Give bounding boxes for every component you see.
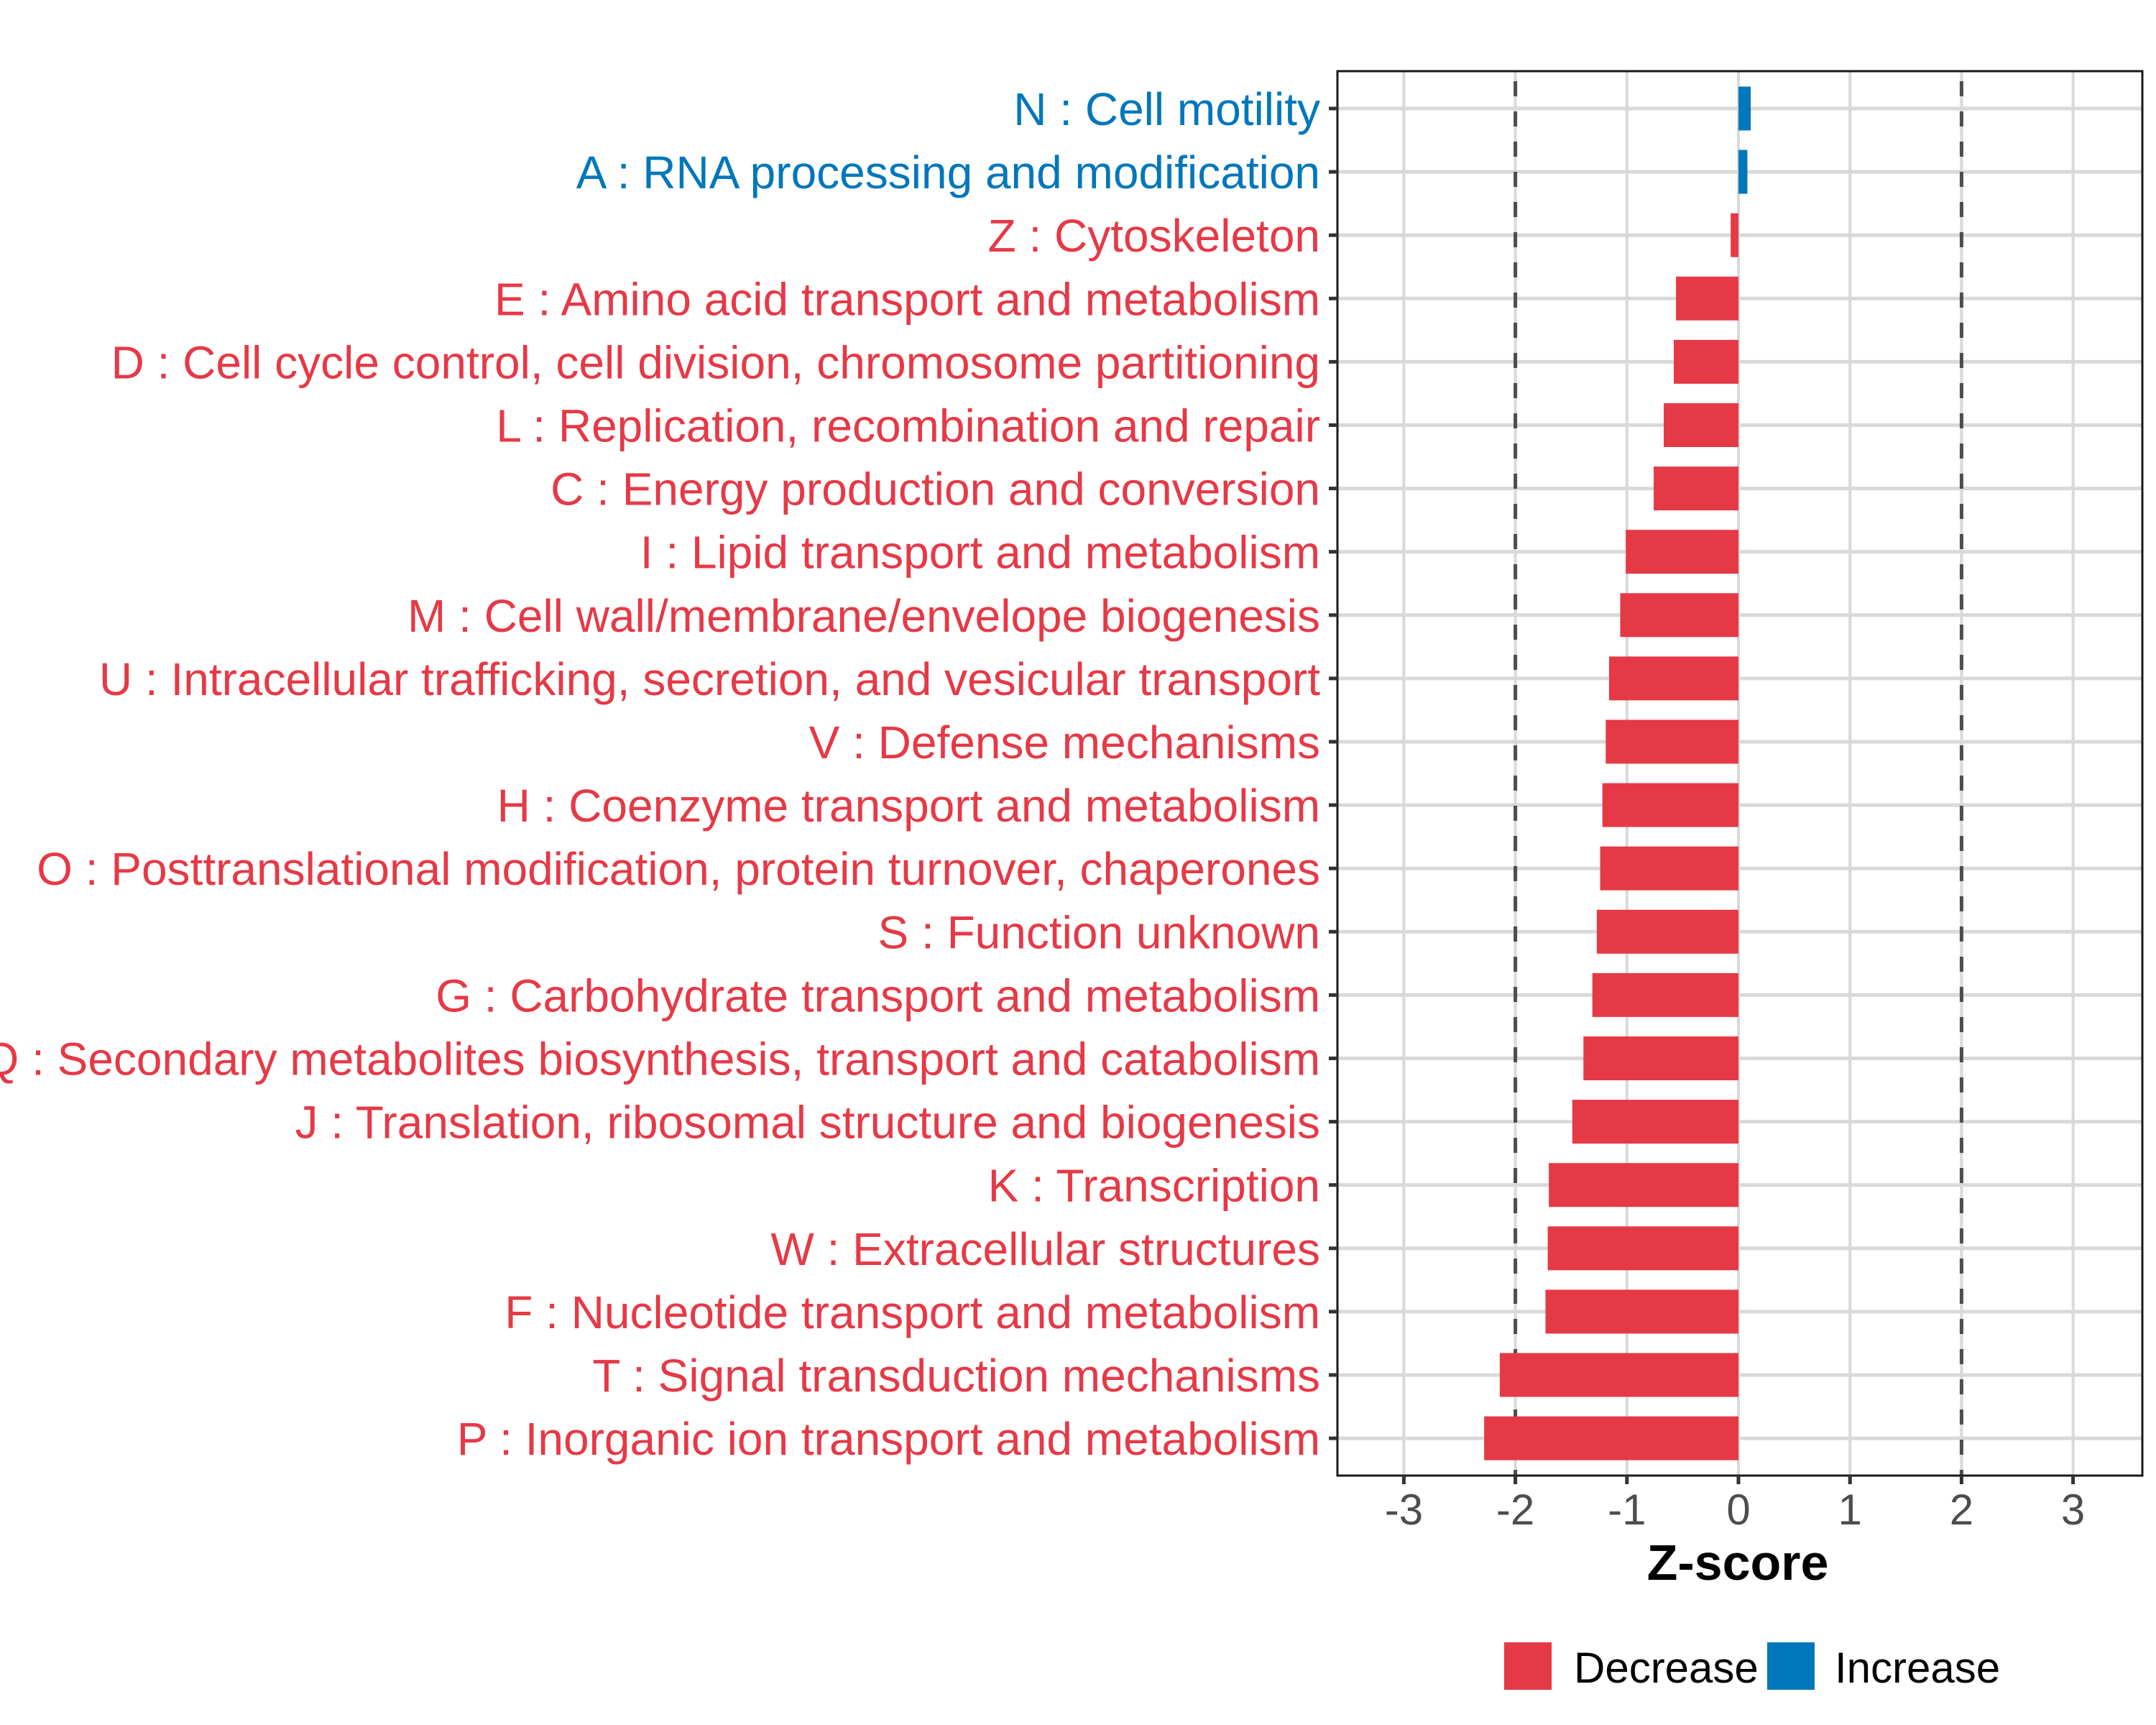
x-tick-label: 1 bbox=[1838, 1486, 1862, 1534]
bar bbox=[1606, 719, 1738, 764]
legend-label-decrease: Decrease bbox=[1574, 1644, 1759, 1692]
y-axis: N : Cell motility A : RNA processing and … bbox=[0, 83, 1337, 1465]
category-label: H : Coenzyme transport and metabolism bbox=[497, 780, 1320, 832]
category-label: L : Replication, recombination and repai… bbox=[496, 400, 1320, 452]
category-label: V : Defense mechanisms bbox=[809, 717, 1320, 768]
x-tick-label: 3 bbox=[2061, 1486, 2085, 1534]
bar bbox=[1596, 909, 1738, 954]
grid-lines bbox=[1337, 71, 2142, 1476]
x-tick-label: 0 bbox=[1726, 1486, 1750, 1534]
bar bbox=[1499, 1353, 1738, 1397]
category-label: A : RNA processing and modification bbox=[576, 147, 1320, 198]
reference-lines bbox=[1514, 71, 1963, 1476]
bar bbox=[1626, 530, 1738, 574]
category-label: U : Intracellular trafficking, secretion… bbox=[99, 653, 1320, 705]
legend-swatch-decrease bbox=[1504, 1642, 1552, 1690]
category-label: J : Translation, ribosomal structure and… bbox=[295, 1097, 1321, 1149]
bar bbox=[1583, 1036, 1738, 1080]
bar bbox=[1602, 783, 1738, 827]
category-label: Z : Cytoskeleton bbox=[988, 210, 1320, 262]
category-label: P : Inorganic ion transport and metaboli… bbox=[457, 1413, 1320, 1465]
category-label: N : Cell motility bbox=[1013, 83, 1320, 135]
bar bbox=[1549, 1163, 1738, 1208]
category-label: K : Transcription bbox=[988, 1160, 1320, 1212]
category-label: Q : Secondary metabolites biosynthesis, … bbox=[0, 1034, 1320, 1085]
category-label: F : Nucleotide transport and metabolism bbox=[505, 1287, 1320, 1338]
legend-label-increase: Increase bbox=[1835, 1644, 2000, 1692]
category-label: G : Carbohydrate transport and metabolis… bbox=[436, 970, 1320, 1021]
bar bbox=[1654, 466, 1738, 511]
category-label: C : Energy production and conversion bbox=[550, 464, 1320, 515]
legend-swatch-increase bbox=[1767, 1642, 1815, 1690]
bar bbox=[1738, 86, 1751, 131]
category-label: E : Amino acid transport and metabolism bbox=[494, 273, 1320, 325]
bar bbox=[1545, 1289, 1738, 1334]
bar bbox=[1738, 150, 1748, 194]
bar bbox=[1731, 213, 1738, 257]
category-label: M : Cell wall/membrane/envelope biogenes… bbox=[407, 590, 1320, 642]
category-label: S : Function unknown bbox=[878, 906, 1320, 958]
category-label: D : Cell cycle control, cell division, c… bbox=[111, 336, 1320, 388]
bar bbox=[1600, 846, 1738, 891]
bar bbox=[1608, 656, 1738, 701]
bar bbox=[1572, 1100, 1738, 1144]
x-tick-label: -3 bbox=[1385, 1486, 1423, 1534]
bar bbox=[1664, 403, 1738, 447]
bar bbox=[1676, 276, 1738, 321]
legend: Decrease Increase bbox=[1504, 1642, 2000, 1692]
category-label: O : Posttranslational modification, prot… bbox=[37, 843, 1320, 895]
bar bbox=[1620, 593, 1738, 638]
bar bbox=[1673, 339, 1738, 384]
category-label: I : Lipid transport and metabolism bbox=[640, 527, 1320, 579]
bar bbox=[1547, 1226, 1738, 1271]
x-axis-title: Z-score bbox=[1647, 1535, 1829, 1591]
x-tick-label: -1 bbox=[1608, 1486, 1646, 1534]
x-tick-label: -2 bbox=[1496, 1486, 1534, 1534]
bar bbox=[1592, 972, 1738, 1017]
bar bbox=[1484, 1416, 1738, 1460]
category-label: T : Signal transduction mechanisms bbox=[592, 1350, 1320, 1402]
x-tick-label: 2 bbox=[1950, 1486, 1973, 1534]
x-axis: -3 -2 -1 0 1 2 3 bbox=[1385, 1476, 2085, 1534]
category-label: W : Extracellular structures bbox=[770, 1223, 1320, 1275]
bars bbox=[1484, 86, 1751, 1460]
